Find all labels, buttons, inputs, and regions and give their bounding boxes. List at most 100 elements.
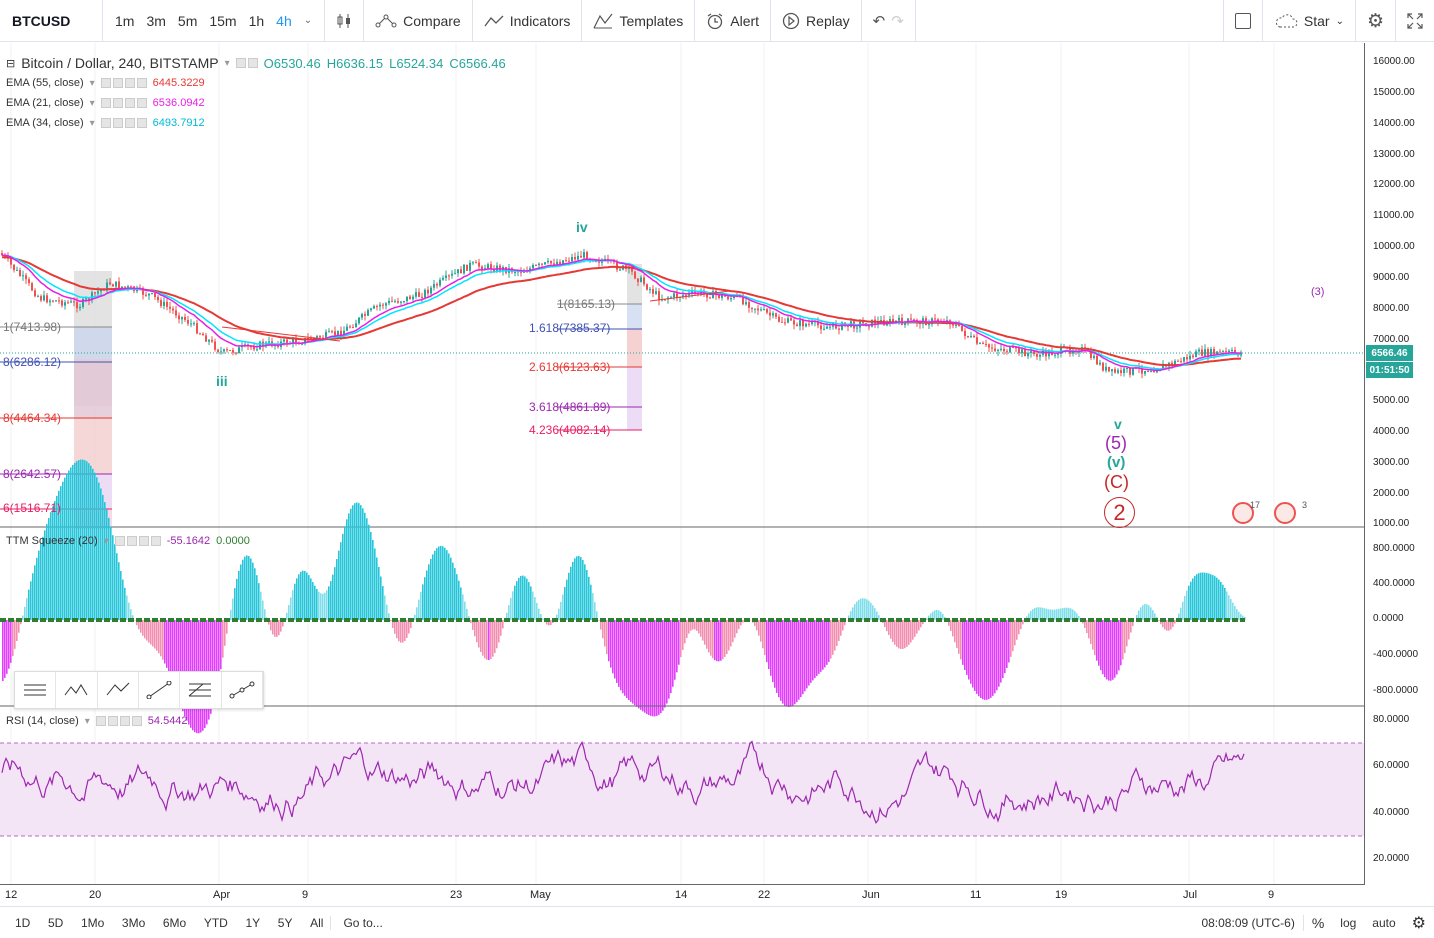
chevron-down-icon[interactable]: ▾ (89, 77, 95, 89)
range-5d[interactable]: 5D (47, 916, 64, 930)
date-range-group: 1D 5D 1Mo 3Mo 6Mo YTD 1Y 5Y All (0, 915, 330, 930)
ttm-axis-label: 400.0000 (1373, 578, 1415, 589)
templates-icon (593, 13, 613, 28)
redo-icon[interactable]: ↷ (891, 12, 904, 30)
fib-label: 3.618(4861.89) (529, 400, 611, 414)
bottom-right: 08:08:09 (UTC-6) % log auto ⚙ (1193, 907, 1434, 938)
top-toolbar: BTCUSD 1m 3m 5m 15m 1h 4h ⌄ Compare Indi… (0, 0, 1434, 42)
price-axis[interactable]: 6566.46 01:51:50 16000.00 15000.00 14000.0… (1364, 43, 1434, 885)
time-axis[interactable]: 12 20 Apr 9 23 May 14 22 Jun 11 19 Jul 9 (0, 884, 1364, 904)
pattern-tool-button[interactable] (222, 672, 263, 708)
range-all[interactable]: All (310, 916, 324, 930)
compare-label: Compare (403, 12, 461, 29)
indicators-button[interactable]: Indicators (473, 0, 583, 42)
fullscreen-button[interactable] (1395, 0, 1434, 42)
auto-toggle[interactable]: auto (1372, 916, 1396, 930)
fib-label: 4.236(4082.14) (529, 423, 611, 437)
legend-actions[interactable] (235, 58, 258, 68)
chevron-down-icon[interactable]: ▾ (84, 715, 90, 727)
tf-1m[interactable]: 1m (115, 12, 135, 29)
time-axis-label: Jun (862, 889, 880, 901)
undo-icon[interactable]: ↶ (872, 12, 886, 30)
ema34-label[interactable]: EMA (34, close) (6, 117, 84, 129)
range-6mo[interactable]: 6Mo (162, 916, 187, 930)
chevron-down-icon[interactable]: ⌄ (303, 15, 313, 26)
chart-canvas[interactable] (0, 43, 1364, 885)
candles-icon (337, 13, 351, 28)
price-axis-label: 4000.00 (1373, 426, 1410, 437)
toolbar-right: Star ⌄ ⚙ (1222, 0, 1434, 42)
main-legend: ⊟ Bitcoin / Dollar, 240, BITSTAMP ▾ O653… (6, 55, 506, 71)
time-axis-label: 20 (89, 889, 102, 901)
range-1mo[interactable]: 1Mo (80, 916, 105, 930)
indicators-icon (484, 15, 504, 26)
fib-tool-button[interactable] (180, 672, 222, 708)
collapse-icon[interactable]: ⊟ (6, 57, 16, 70)
rsi-label[interactable]: RSI (14, close) (6, 715, 79, 727)
ema34-value: 6493.7912 (152, 117, 205, 129)
legend-actions[interactable] (100, 118, 147, 128)
chart-area[interactable]: ⊟ Bitcoin / Dollar, 240, BITSTAMP ▾ O653… (0, 43, 1434, 907)
clock-label[interactable]: 08:08:09 (UTC-6) (1201, 916, 1295, 930)
legend-actions[interactable] (100, 98, 147, 108)
ttm-value-1: -55.1642 (166, 535, 211, 547)
price-axis-label: 11000.00 (1373, 210, 1414, 221)
tf-5m[interactable]: 5m (177, 12, 198, 29)
chevron-down-icon[interactable]: ▾ (224, 57, 230, 69)
compare-icon (375, 14, 397, 27)
ttm-label[interactable]: TTM Squeeze (20) (6, 535, 98, 547)
templates-button[interactable]: Templates (582, 0, 696, 42)
tf-15m[interactable]: 15m (209, 12, 237, 29)
legend-actions[interactable] (114, 536, 161, 546)
economic-event-icon[interactable] (1274, 502, 1296, 524)
alert-button[interactable]: Alert (695, 0, 772, 42)
tf-1h[interactable]: 1h (248, 12, 265, 29)
ohlc-open: O6530.46 (263, 55, 321, 71)
elliott-correction-button[interactable] (98, 672, 139, 708)
ema21-legend: EMA (21, close) ▾ 6536.0942 (6, 97, 205, 109)
wave-label-iii: iii (216, 373, 228, 389)
time-axis-label: Jul (1183, 889, 1198, 901)
tf-4h[interactable]: 4h (276, 12, 292, 29)
symbol-search[interactable]: BTCUSD (0, 0, 103, 42)
price-axis-label: 3000.00 (1373, 457, 1410, 468)
star-button[interactable]: Star ⌄ (1261, 0, 1355, 42)
range-ytd[interactable]: YTD (203, 916, 228, 930)
chart-type-button[interactable] (325, 0, 365, 42)
time-axis-label: 11 (970, 889, 982, 901)
ema21-label[interactable]: EMA (21, close) (6, 97, 84, 109)
goto-button[interactable]: Go to... (330, 915, 394, 930)
range-1y[interactable]: 1Y (245, 916, 261, 930)
time-axis-label: 23 (450, 889, 463, 901)
legend-actions[interactable] (100, 78, 147, 88)
range-5y[interactable]: 5Y (277, 916, 293, 930)
chevron-down-icon[interactable]: ▾ (103, 535, 109, 547)
range-3mo[interactable]: 3Mo (121, 916, 146, 930)
log-toggle[interactable]: log (1340, 916, 1357, 930)
chevron-down-icon[interactable]: ▾ (89, 97, 95, 109)
abc-wave-icon (106, 682, 130, 696)
tf-3m[interactable]: 3m (146, 12, 166, 29)
percent-toggle[interactable]: % (1302, 915, 1332, 931)
lines-tool-button[interactable] (15, 672, 57, 708)
symbol-title[interactable]: Bitcoin / Dollar, 240, BITSTAMP (21, 55, 219, 71)
elliott-impulse-button[interactable] (56, 672, 98, 708)
trendline-button[interactable] (139, 672, 181, 708)
gear-icon[interactable]: ⚙ (1411, 915, 1426, 932)
time-axis-label: 12 (5, 889, 18, 901)
range-1d[interactable]: 1D (15, 916, 31, 930)
economic-event-icon[interactable] (1232, 502, 1254, 524)
price-axis-label: 5000.00 (1373, 395, 1410, 406)
replay-label: Replay (806, 12, 850, 29)
settings-button[interactable]: ⚙ (1354, 0, 1395, 42)
price-axis-label: 10000.00 (1373, 241, 1415, 252)
ttm-axis-label: -400.0000 (1373, 649, 1419, 660)
fib-label: 1(8165.13) (557, 297, 616, 311)
ema55-label[interactable]: EMA (55, close) (6, 77, 84, 89)
layout-button[interactable] (1222, 0, 1262, 42)
replay-button[interactable]: Replay (771, 0, 862, 42)
chevron-down-icon[interactable]: ▾ (89, 117, 95, 129)
legend-actions[interactable] (95, 716, 142, 726)
wave-label-C: (C) (1104, 472, 1129, 492)
compare-button[interactable]: Compare (364, 0, 473, 42)
